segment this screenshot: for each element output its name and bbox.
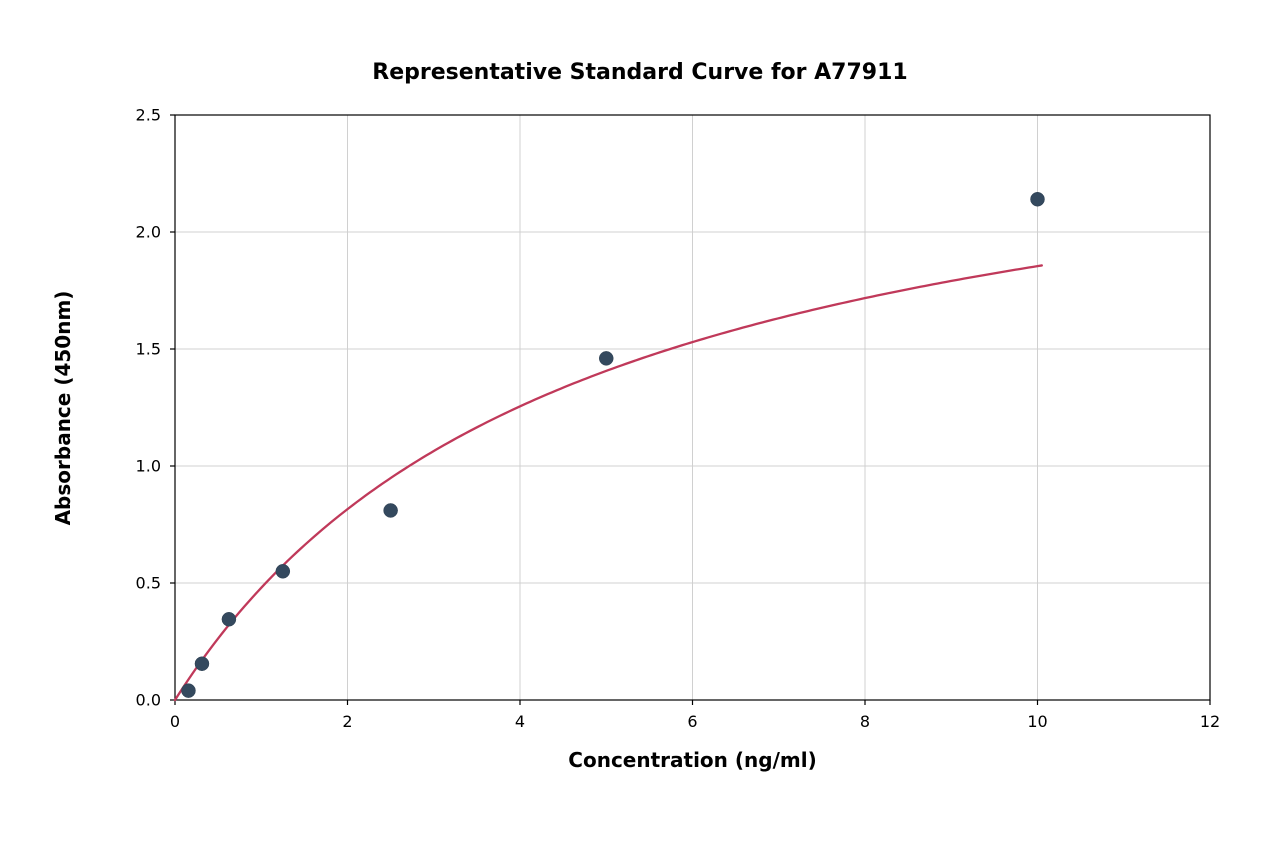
x-tick-label: 6 xyxy=(687,712,697,731)
data-point xyxy=(1031,192,1045,206)
x-tick-label: 2 xyxy=(342,712,352,731)
y-tick-label: 0.0 xyxy=(136,691,161,710)
x-tick-label: 8 xyxy=(860,712,870,731)
chart-svg xyxy=(0,0,1280,845)
y-tick-label: 0.5 xyxy=(136,574,161,593)
data-point xyxy=(181,684,195,698)
chart-container: Representative Standard Curve for A77911… xyxy=(0,0,1280,845)
data-point xyxy=(599,351,613,365)
data-point xyxy=(384,503,398,517)
y-tick-label: 2.0 xyxy=(136,223,161,242)
y-tick-label: 2.5 xyxy=(136,106,161,125)
data-point xyxy=(276,564,290,578)
x-axis-label: Concentration (ng/ml) xyxy=(568,748,816,772)
chart-title: Representative Standard Curve for A77911 xyxy=(0,60,1280,85)
data-point xyxy=(222,612,236,626)
x-tick-label: 10 xyxy=(1027,712,1047,731)
x-tick-label: 4 xyxy=(515,712,525,731)
y-axis-label: Absorbance (450nm) xyxy=(51,290,75,525)
x-tick-label: 0 xyxy=(170,712,180,731)
x-tick-label: 12 xyxy=(1200,712,1220,731)
y-tick-label: 1.5 xyxy=(136,340,161,359)
y-tick-label: 1.0 xyxy=(136,457,161,476)
data-point xyxy=(195,657,209,671)
